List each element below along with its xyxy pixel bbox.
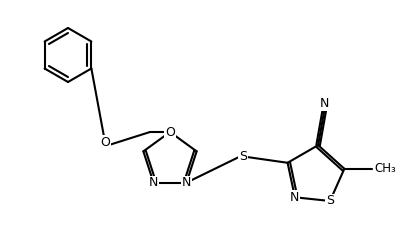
Text: N: N xyxy=(290,191,299,204)
Text: S: S xyxy=(325,194,333,207)
Text: CH₃: CH₃ xyxy=(374,162,395,175)
Text: O: O xyxy=(165,126,174,138)
Text: S: S xyxy=(239,150,246,164)
Text: O: O xyxy=(100,136,109,148)
Text: N: N xyxy=(148,176,158,189)
Text: N: N xyxy=(181,176,190,189)
Text: N: N xyxy=(319,97,328,110)
